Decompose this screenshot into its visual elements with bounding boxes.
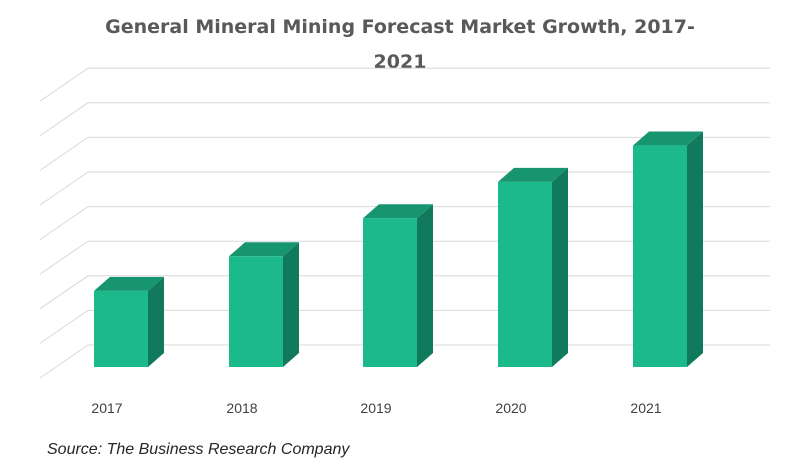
bar-side-face [283,242,299,367]
bar-front-face [633,145,687,367]
bar-top-face [633,131,703,146]
bar-chart: 2017 2018 2019 2020 2021 [39,67,770,416]
bar-side-face [687,131,703,367]
chart-title-line-2: 2021 [373,51,427,73]
x-axis-labels: 2017 2018 2019 2020 2021 [91,400,661,416]
bar-side-face [148,276,164,367]
bar-2021 [633,131,703,367]
source-note: Source: The Business Research Company [47,441,350,458]
x-tick-label: 2021 [630,400,661,416]
bar-top-face [94,276,164,291]
bar-side-face [552,167,568,367]
bar-2019 [363,204,433,367]
bar-front-face [363,218,417,367]
bar-front-face [94,290,148,367]
bar-2018 [229,242,299,367]
x-tick-label: 2018 [226,400,257,416]
bar-top-face [229,242,299,257]
bar-series [94,131,703,367]
bar-top-face [498,167,568,182]
grid-line [39,136,770,171]
x-tick-label: 2019 [360,400,391,416]
bar-2020 [498,167,568,367]
chart-title: General Mineral Mining Forecast Market G… [0,10,800,80]
bar-top-face [363,204,433,219]
bar-2017 [94,276,164,367]
x-tick-label: 2017 [91,400,122,416]
chart-title-line-1: General Mineral Mining Forecast Market G… [105,16,695,38]
bar-front-face [498,181,552,367]
bar-side-face [417,204,433,367]
grid-line [39,67,770,102]
x-tick-label: 2020 [495,400,526,416]
bar-front-face [229,256,283,367]
grid-line [39,102,770,137]
